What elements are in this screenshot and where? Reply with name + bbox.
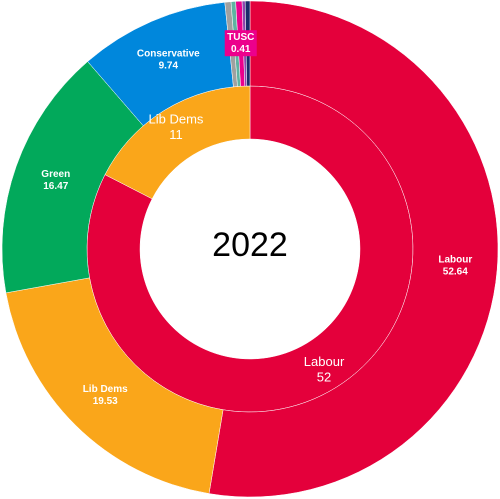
category-label: Conservative [137, 49, 200, 60]
slice [208, 0, 499, 498]
center-label: 2022 [212, 226, 288, 264]
value-label: 16.47 [43, 181, 68, 192]
category-label: TUSC [227, 32, 254, 43]
category-label: Lib Dems [148, 111, 203, 126]
category-label: Labour [304, 354, 345, 369]
category-label: Labour [438, 255, 472, 266]
value-label: 52.64 [443, 267, 468, 278]
label-bg [224, 30, 257, 57]
category-label: Lib Dems [83, 384, 128, 395]
category-label: Green [41, 169, 70, 180]
slice [5, 277, 224, 494]
value-label: 52 [317, 369, 331, 384]
value-label: 0.41 [231, 44, 251, 55]
value-label: 9.74 [159, 61, 179, 72]
slice [1, 61, 144, 294]
value-label: 19.53 [93, 396, 118, 407]
value-label: 11 [169, 127, 183, 142]
